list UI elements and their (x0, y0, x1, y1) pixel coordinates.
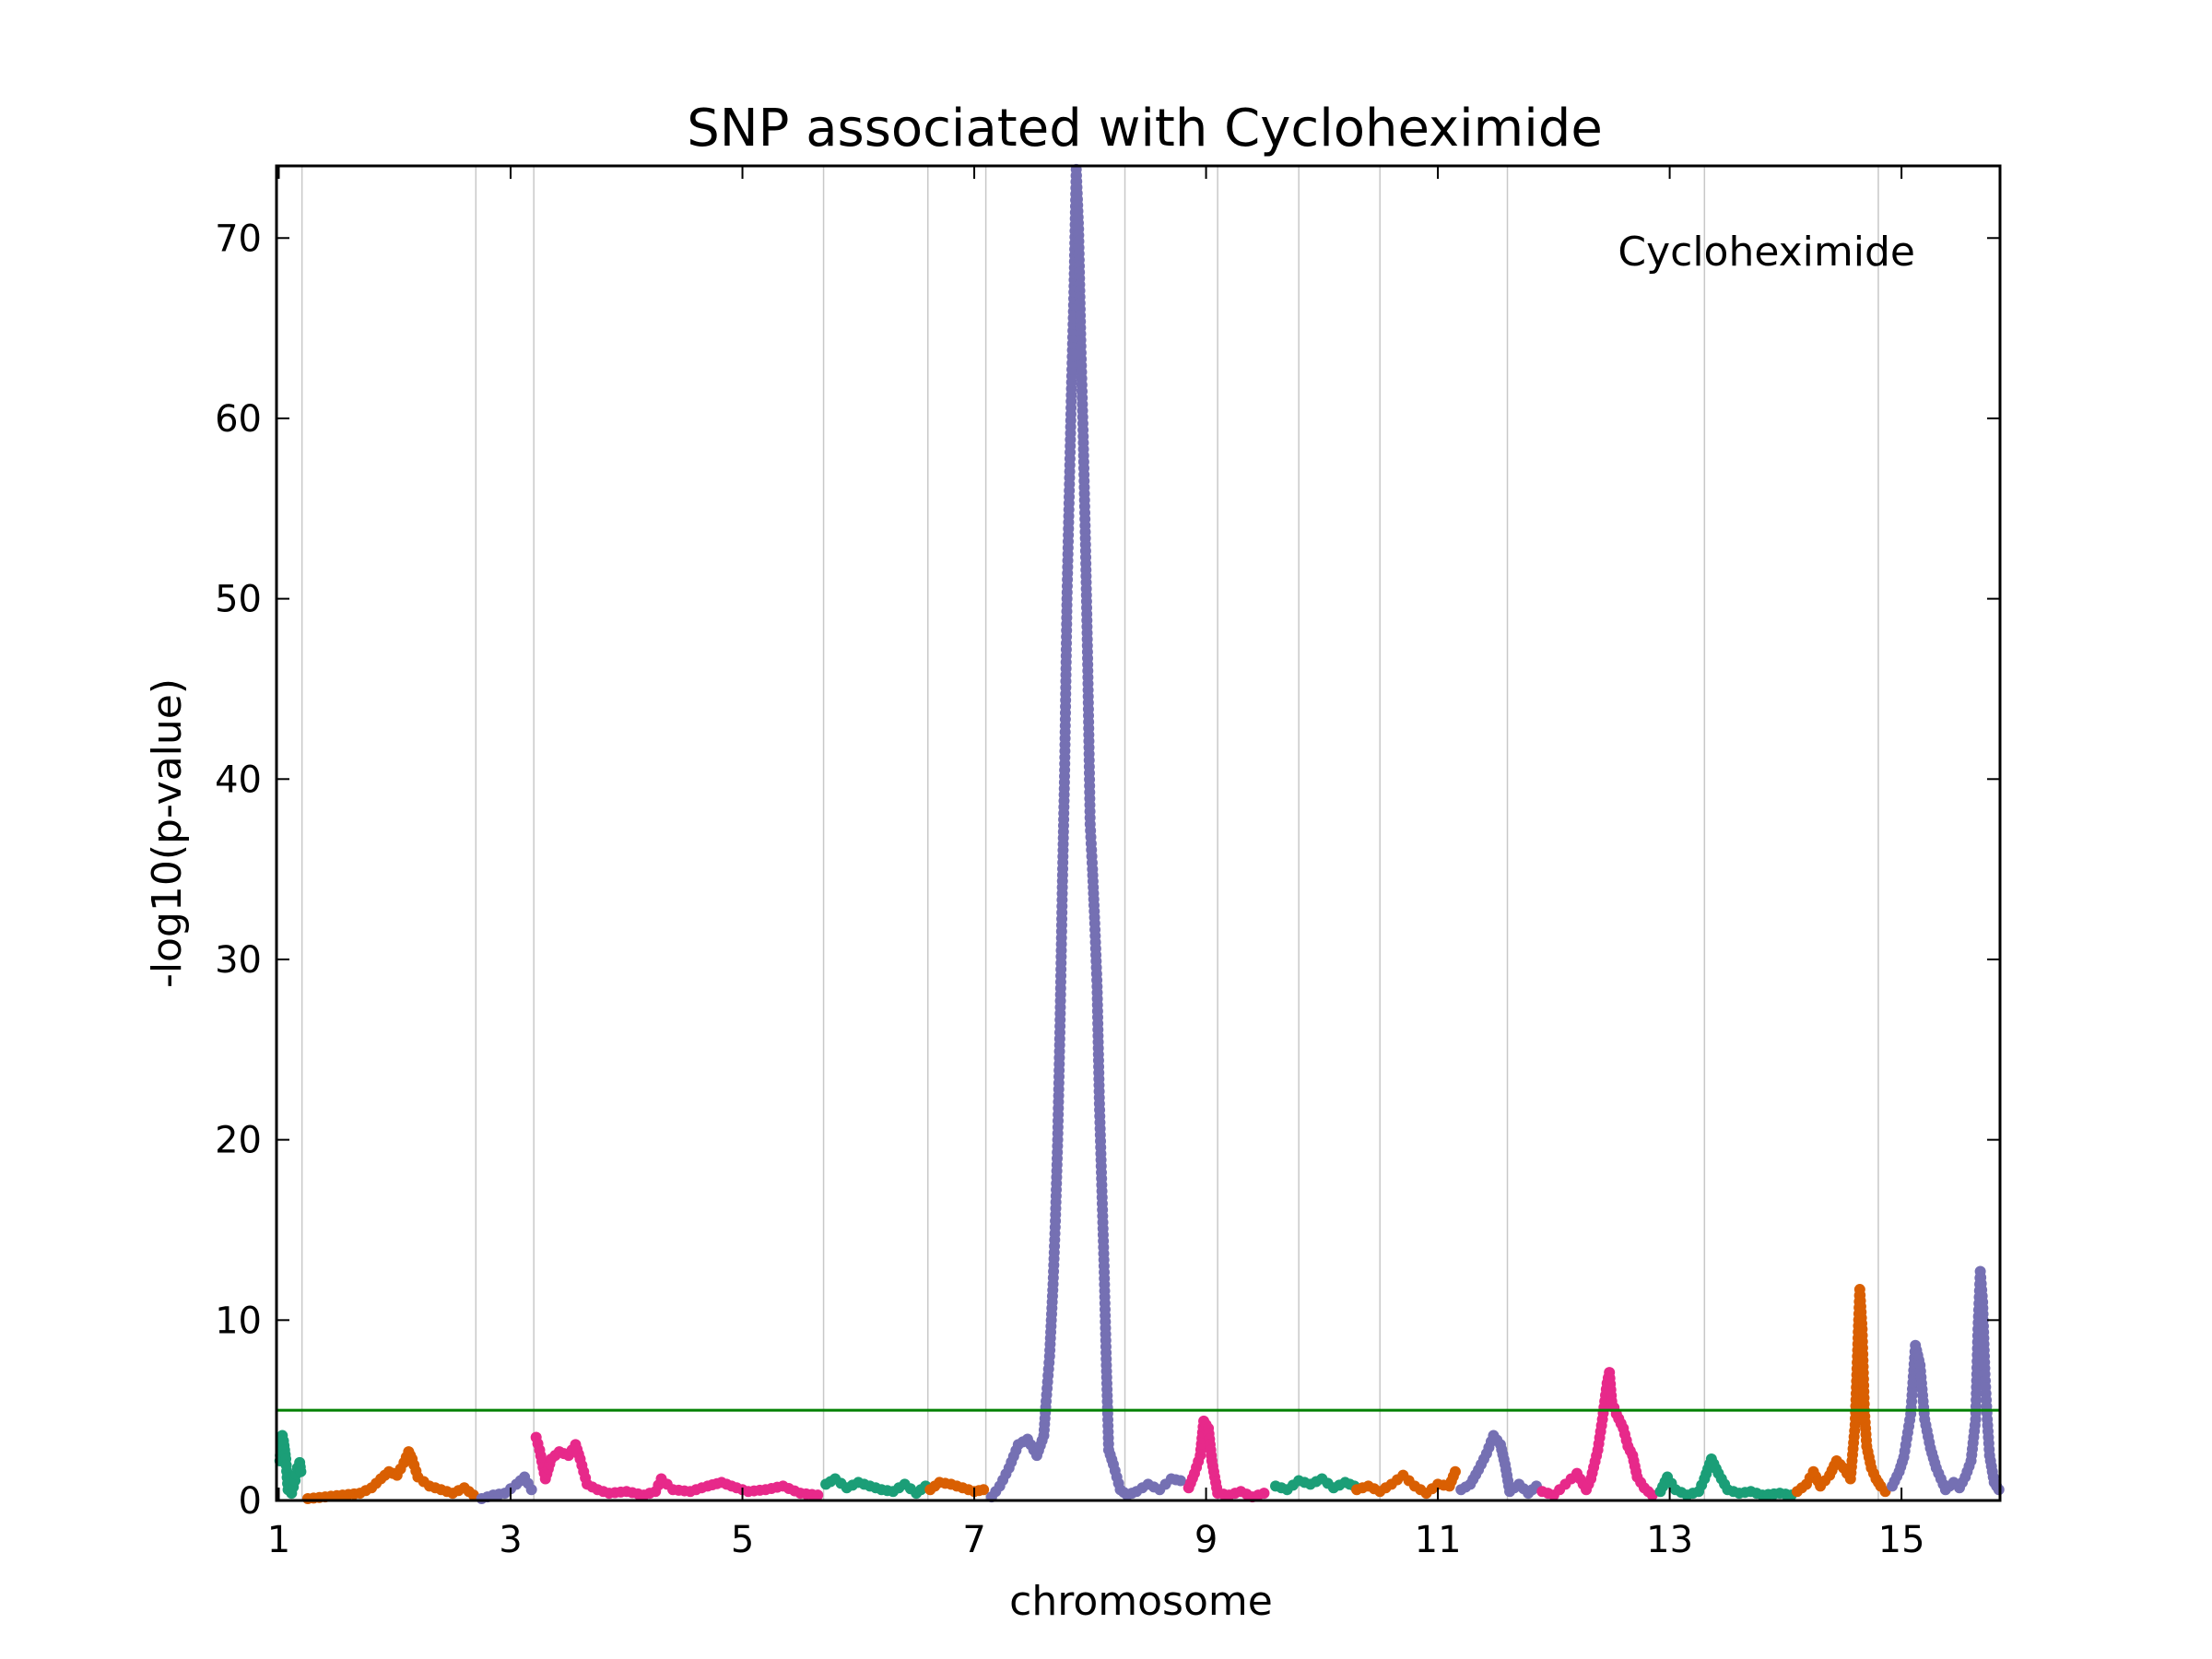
y-tick-label: 60 (215, 398, 262, 441)
x-tick-label: 11 (1415, 1519, 1462, 1561)
y-axis-label: -log10(p-value) (144, 678, 191, 988)
y-tick-label: 30 (215, 939, 262, 982)
x-axis-label: chromosome (1009, 1578, 1273, 1625)
series-annotation: Cycloheximide (1618, 229, 1915, 276)
series-chr-5 (820, 1473, 932, 1500)
snp-point (978, 1484, 990, 1496)
series-chr-14 (1791, 1284, 1891, 1498)
plot-frame (275, 164, 2002, 1502)
y-tick-label: 0 (239, 1480, 262, 1523)
y-tick-label: 10 (215, 1300, 262, 1342)
series-chr-1 (274, 1430, 307, 1500)
x-tick-label: 13 (1646, 1519, 1693, 1561)
snp-points (274, 163, 2005, 1505)
x-tick-label: 7 (962, 1519, 985, 1561)
snp-point (1449, 1465, 1461, 1477)
x-tick-label: 15 (1878, 1519, 1925, 1561)
snp-point (525, 1484, 537, 1496)
series-chr-2 (301, 1446, 479, 1505)
y-tick-label: 70 (215, 218, 262, 260)
snp-point (295, 1465, 307, 1477)
x-tick-label: 5 (731, 1519, 754, 1561)
chart-title: SNP associated with Cycloheximide (687, 99, 1603, 159)
x-tick-label: 9 (1194, 1519, 1218, 1561)
y-tick-label: 50 (215, 579, 262, 621)
snp-point (812, 1489, 824, 1501)
series-chr-10 (1351, 1465, 1461, 1500)
series-chr-13 (1654, 1453, 1797, 1501)
x-tick-label: 1 (267, 1519, 290, 1561)
series-chr-6 (924, 1477, 990, 1498)
y-tick-label: 40 (215, 759, 262, 801)
series-chr-7 (985, 163, 1186, 1503)
snp-point (1258, 1488, 1270, 1500)
chromosome-grid (300, 166, 1879, 1500)
series-chr-9 (1270, 1473, 1360, 1496)
series-chr-8 (1182, 1415, 1270, 1503)
series-chr-15 (1887, 1265, 2005, 1496)
snp-point (1174, 1475, 1186, 1487)
x-tick-label: 3 (499, 1519, 522, 1561)
y-tick-label: 20 (215, 1120, 262, 1162)
